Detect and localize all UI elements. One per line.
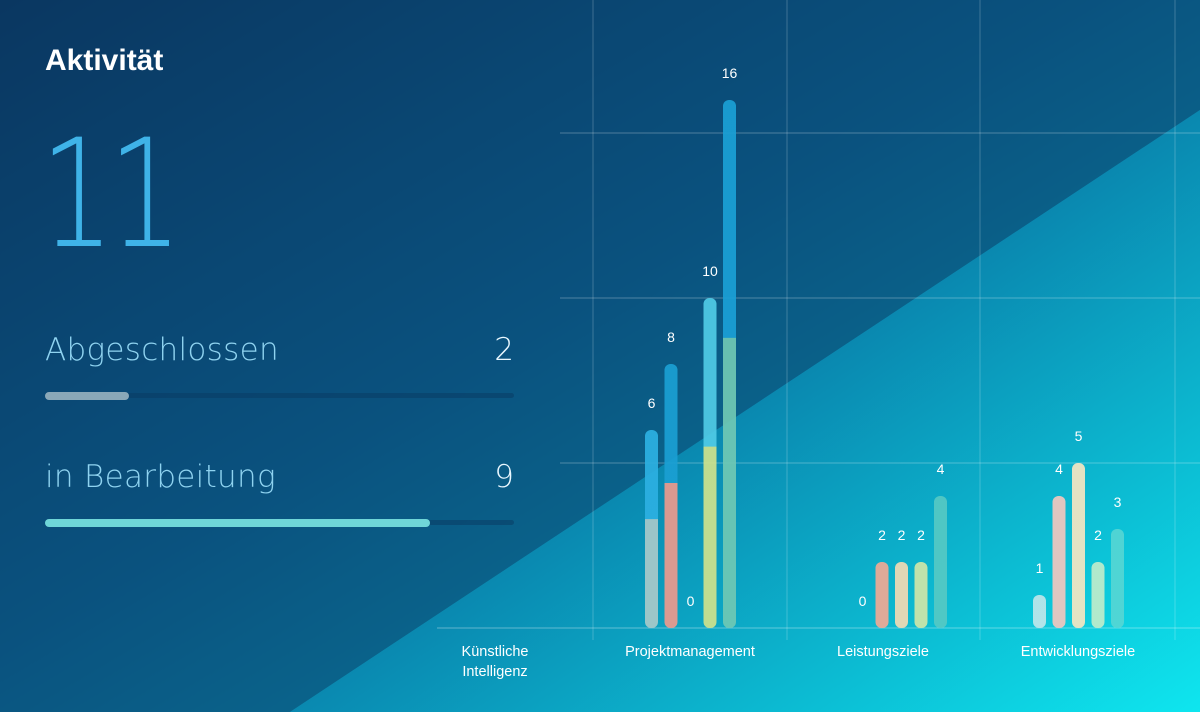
bar [914, 562, 928, 628]
completed-progress-fill [45, 392, 130, 400]
bar [664, 364, 678, 628]
in-progress-progress-track [45, 519, 514, 527]
in-progress-progress-fill [45, 519, 430, 527]
bar [703, 298, 717, 628]
data-label: 0 [687, 593, 695, 609]
data-label: 1 [1036, 560, 1044, 576]
bar [723, 100, 736, 628]
in-progress-label: in Bearbeitung [45, 459, 276, 495]
category-label: Künstliche [462, 644, 529, 660]
data-label: 5 [1075, 428, 1083, 444]
data-label: 10 [702, 263, 718, 279]
data-label: 16 [722, 65, 738, 81]
bar [934, 496, 947, 628]
completed-value: 2 [494, 332, 514, 368]
data-label: 2 [1094, 527, 1102, 543]
data-label: 6 [648, 395, 656, 411]
data-label: 2 [898, 527, 906, 543]
category-label: Leistungsziele [837, 644, 929, 660]
category-label: Intelligenz [462, 664, 527, 680]
category-label: Projektmanagement [625, 644, 755, 660]
data-label: 2 [878, 527, 886, 543]
bar [645, 430, 658, 628]
data-label: 4 [1055, 461, 1063, 477]
bar [1091, 562, 1105, 628]
completed-label: Abgeschlossen [45, 332, 279, 368]
in-progress-value: 9 [494, 459, 514, 495]
bar [875, 562, 889, 628]
bar [895, 562, 908, 628]
data-label: 8 [667, 329, 675, 345]
panel-title: Aktivität [45, 44, 164, 77]
category-label: Entwicklungsziele [1021, 644, 1135, 660]
data-label: 0 [859, 593, 867, 609]
bar [1111, 529, 1124, 628]
data-label: 4 [937, 461, 945, 477]
bar [1033, 595, 1046, 628]
data-label: 2 [917, 527, 925, 543]
bar [1072, 463, 1085, 628]
completed-progress-track [45, 392, 514, 400]
data-label: 3 [1114, 494, 1122, 510]
bar [1052, 496, 1066, 628]
total-activity-count: 11 [40, 108, 183, 282]
